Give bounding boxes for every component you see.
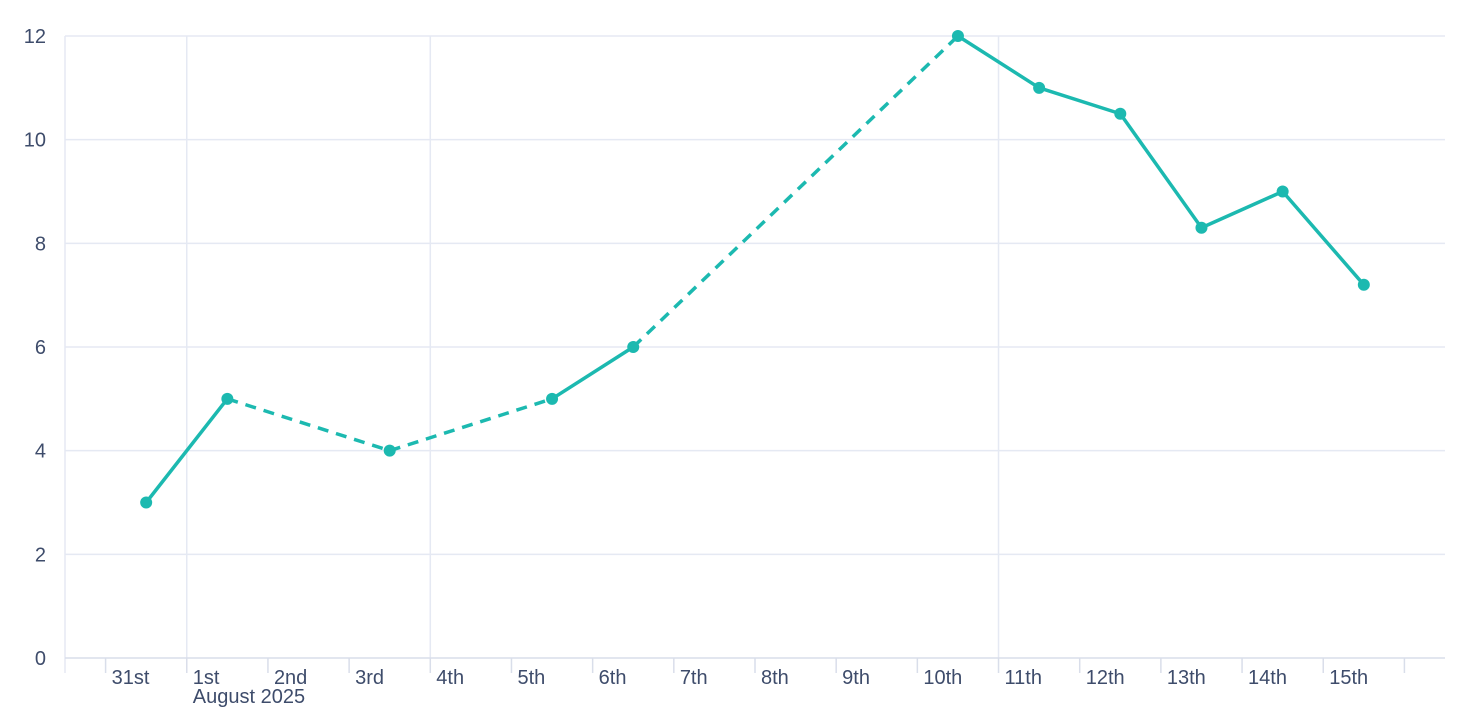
series-segment-solid (550, 345, 635, 401)
x-tick-label: 4th (436, 667, 464, 689)
series-segment-solid (1118, 112, 1204, 230)
x-tick-label: 1st (193, 667, 220, 689)
x-tick-label: 31st (112, 667, 150, 689)
x-tick-label: 5th (517, 667, 545, 689)
x-tick-label: 10th (923, 667, 962, 689)
data-point-marker[interactable] (1357, 278, 1370, 291)
x-tick-label: 12th (1086, 667, 1125, 689)
x-tick-label: 6th (599, 667, 627, 689)
x-tick-label: 11th (1005, 667, 1042, 689)
x-tick-label: 14th (1248, 667, 1287, 689)
series-segment-dashed (632, 34, 960, 349)
data-point-marker[interactable] (1114, 107, 1127, 120)
series-segment-solid (956, 34, 1041, 90)
series-segment-solid (1199, 189, 1285, 230)
y-tick-label: 2 (35, 544, 46, 566)
series-segment-dashed (389, 397, 553, 453)
y-tick-label: 0 (35, 648, 46, 670)
data-point-marker[interactable] (1033, 81, 1046, 94)
data-point-marker[interactable] (627, 341, 640, 353)
y-tick-label: 12 (24, 26, 46, 48)
y-tick-label: 10 (24, 130, 46, 152)
y-tick-label: 6 (35, 337, 46, 359)
series-segment-dashed (226, 397, 391, 453)
data-point-marker[interactable] (951, 30, 964, 42)
data-point-marker[interactable] (221, 392, 234, 405)
series-segment-solid (1037, 86, 1123, 116)
y-tick-label: 8 (35, 233, 46, 255)
data-point-marker[interactable] (383, 444, 396, 457)
x-tick-label: 15th (1329, 667, 1368, 689)
data-point-marker[interactable] (546, 392, 559, 405)
x-tick-label: 13th (1167, 667, 1206, 689)
data-point-marker[interactable] (1276, 185, 1289, 198)
data-point-marker[interactable] (1195, 221, 1208, 234)
data-point-marker[interactable] (140, 496, 153, 509)
series-segment-solid (1280, 189, 1366, 287)
x-tick-label: 8th (761, 667, 789, 689)
y-tick-label: 4 (35, 441, 46, 463)
x-axis-month-label: August 2025 (193, 686, 305, 708)
x-tick-label: 7th (680, 667, 708, 689)
series-segment-solid (144, 397, 230, 505)
x-tick-label: 3rd (355, 667, 384, 689)
x-tick-label: 9th (842, 667, 870, 689)
x-tick-label: 2nd (274, 667, 307, 689)
